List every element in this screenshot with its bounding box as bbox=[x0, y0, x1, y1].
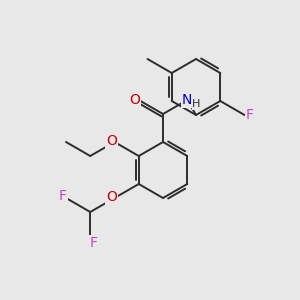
Text: F: F bbox=[89, 236, 97, 250]
Text: H: H bbox=[192, 99, 200, 109]
Text: O: O bbox=[129, 93, 140, 107]
Text: F: F bbox=[245, 108, 253, 122]
Text: N: N bbox=[182, 93, 192, 107]
Text: F: F bbox=[59, 189, 67, 203]
Text: O: O bbox=[106, 134, 117, 148]
Text: O: O bbox=[106, 190, 117, 204]
